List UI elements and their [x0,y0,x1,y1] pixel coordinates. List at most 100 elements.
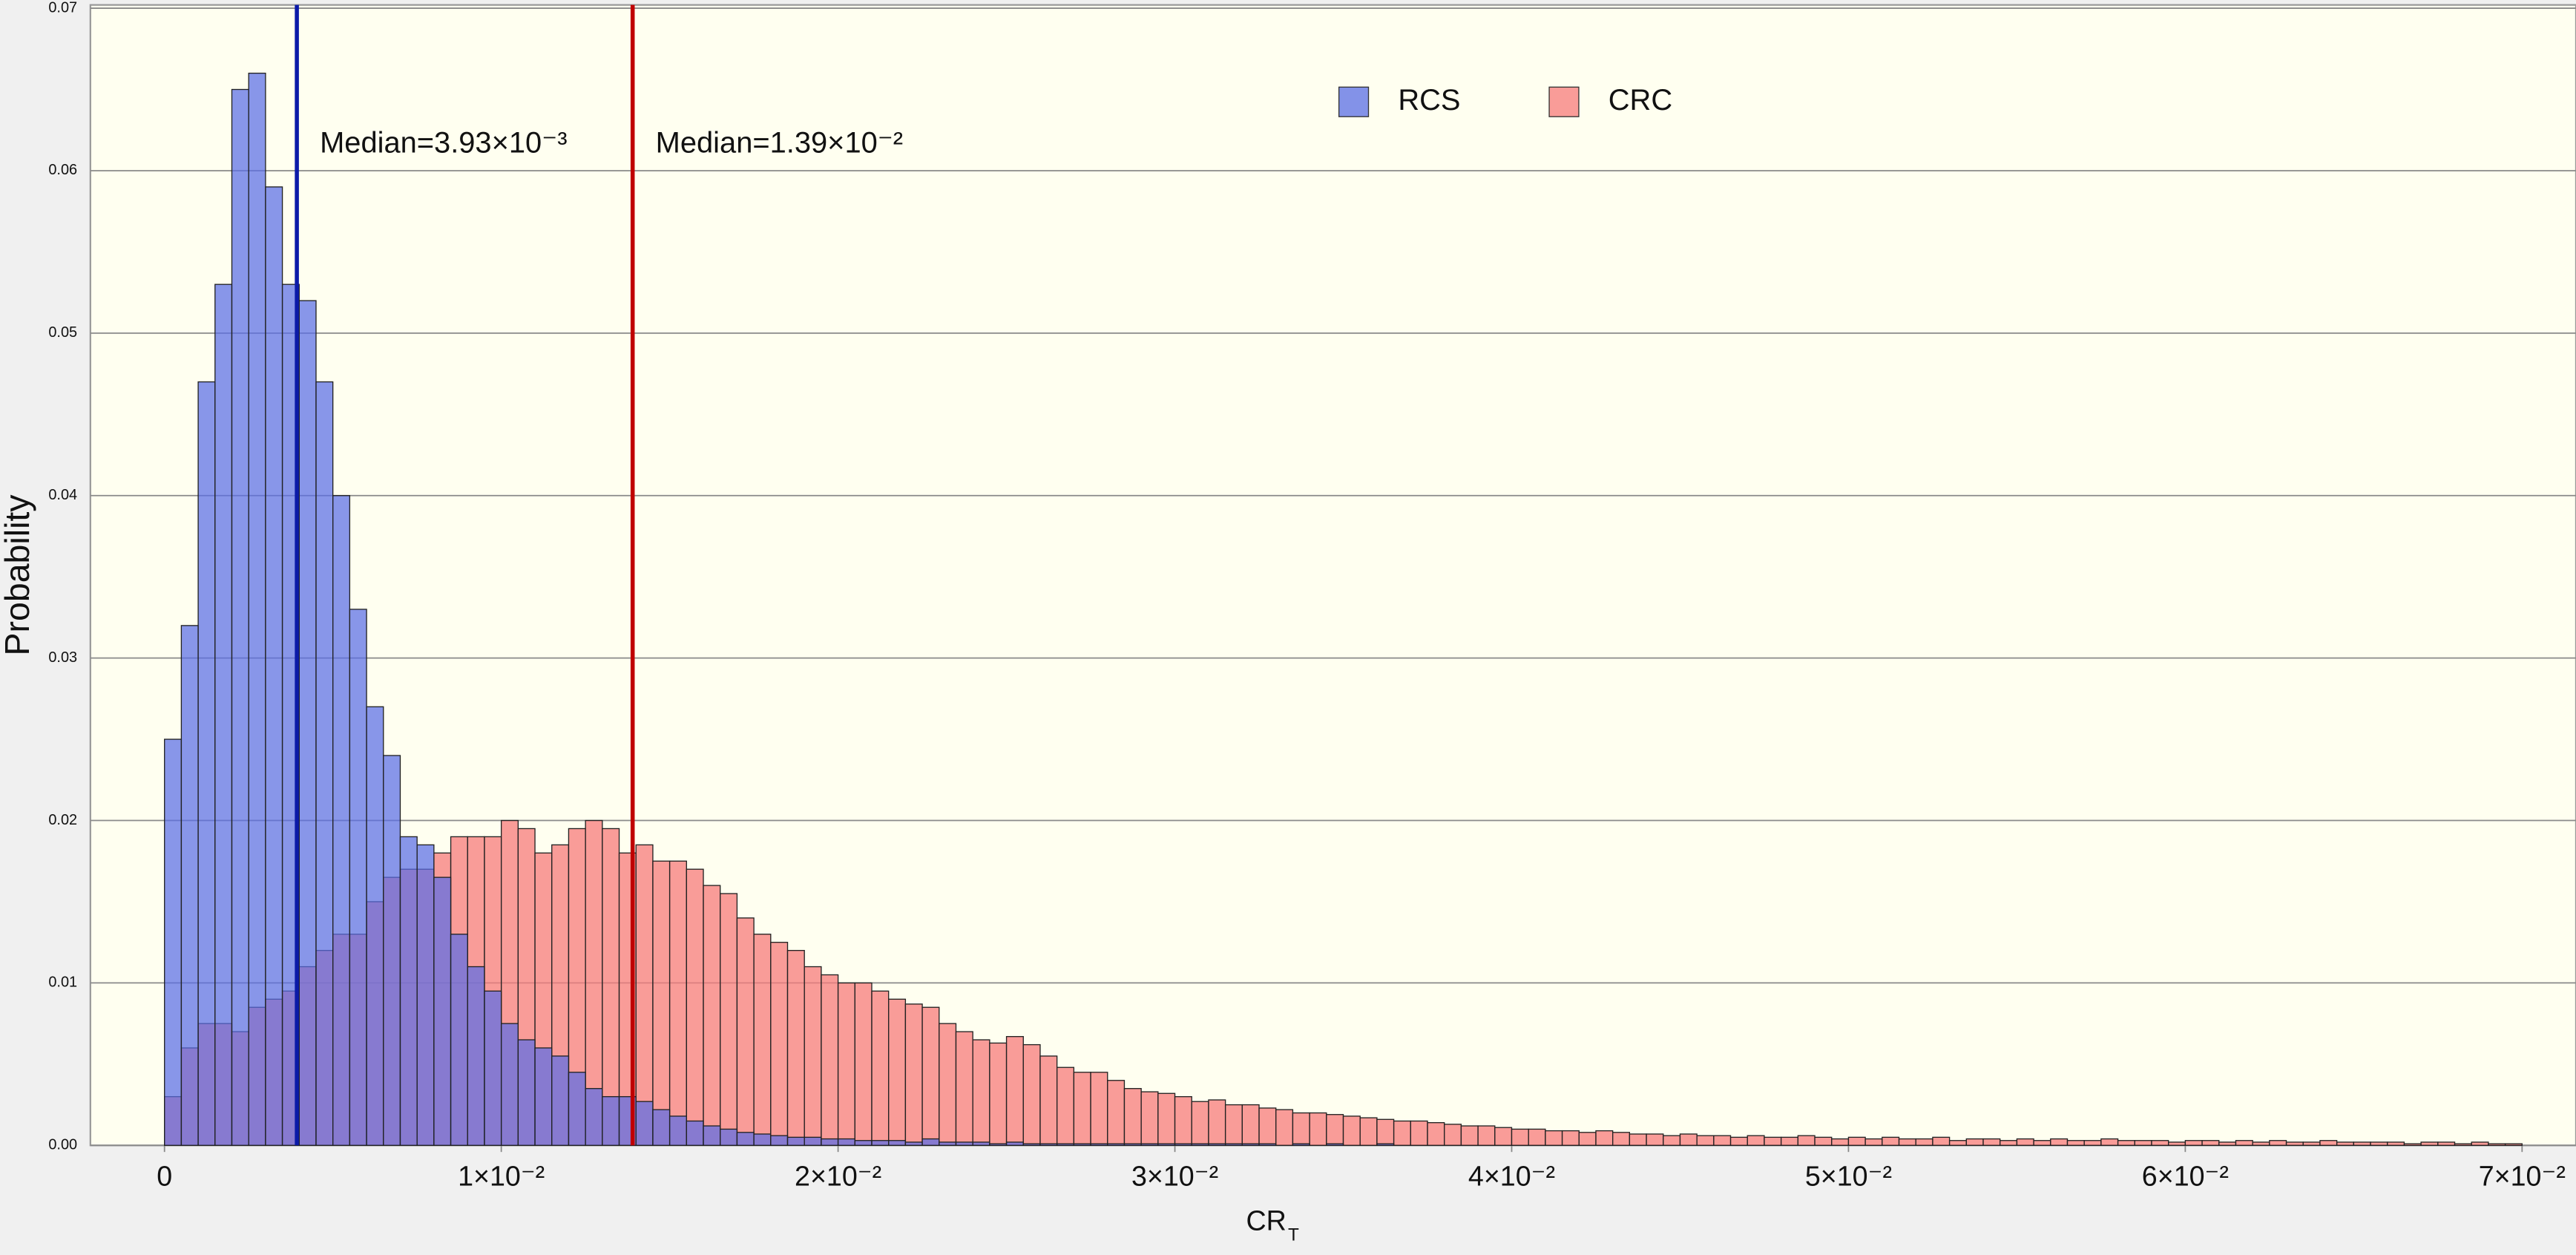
histogram-bar [1831,1138,1850,1146]
histogram-bar [2285,1141,2304,1146]
histogram-bar [2252,1141,2270,1146]
histogram-bar [921,1138,940,1146]
histogram-bar [871,1140,890,1146]
histogram-bar [1224,1143,1243,1146]
histogram-bar [1915,1138,1933,1146]
histogram-bar [164,738,183,1146]
histogram-bar [1292,1112,1310,1146]
histogram-bar [770,942,789,1146]
histogram-bar [1595,1130,1614,1146]
histogram-bar [383,755,401,1146]
histogram-bar [1629,1133,1647,1146]
histogram-bar [2151,1140,2169,1146]
histogram-bar [1747,1135,1765,1146]
x-tick-label: 0 [157,1161,172,1192]
histogram-bar [989,1042,1008,1146]
histogram-bar [972,1039,990,1146]
histogram-bar [2387,1141,2405,1146]
histogram-bar [1309,1112,1327,1146]
histogram-bar [2488,1143,2506,1146]
histogram-bar [1191,1143,1209,1146]
histogram-bar [1039,1143,1058,1146]
y-tick-label: 0.00 [48,1137,77,1153]
histogram-bar [1191,1101,1209,1146]
histogram-bar [1393,1120,1411,1146]
histogram-bar [1948,1140,1967,1146]
histogram-bar [2437,1141,2456,1146]
histogram-bar [972,1141,990,1146]
histogram-bar [1123,1143,1142,1146]
histogram-bar [989,1143,1008,1146]
histogram-bar [1376,1143,1395,1146]
histogram-bar [2235,1140,2253,1146]
histogram-bar [635,1101,654,1146]
histogram-bar [2269,1140,2287,1146]
y-tick-label: 0.05 [48,324,77,341]
histogram-bar [1224,1104,1243,1146]
histogram-bar [821,974,839,1146]
y-tick-label: 0.06 [48,162,77,178]
histogram-bar [955,1031,973,1146]
histogram-bar [1982,1138,2001,1146]
histogram-bar [2000,1140,2018,1146]
histogram-bar [2218,1141,2237,1146]
y-tick-label: 0.02 [48,812,77,828]
histogram-bar [602,1095,620,1146]
histogram-bar [231,88,249,1146]
histogram-bar [1696,1135,1715,1146]
histogram-bar [2504,1143,2523,1146]
histogram-bar [1056,1066,1075,1146]
legend-label: RCS [1398,84,1460,117]
x-tick-label: 3×10⁻² [1131,1161,1218,1192]
histogram-bar [1140,1143,1159,1146]
histogram-bar [871,990,890,1146]
histogram-bar [854,982,873,1146]
histogram-bar [180,625,199,1146]
histogram-bar [2302,1141,2321,1146]
x-axis-label: CR [1246,1205,1286,1236]
histogram-bar [1444,1124,1462,1146]
histogram-bar [1932,1136,1951,1146]
histogram-bar [500,1023,519,1146]
y-tick-label: 0.01 [48,974,77,991]
histogram-bar [1208,1099,1226,1146]
histogram-bar [703,1125,721,1146]
histogram-bar [2134,1140,2152,1146]
histogram-bar [888,1140,907,1146]
histogram-bar [298,300,317,1146]
histogram-bar [450,934,468,1146]
histogram-bar [2100,1138,2119,1146]
histogram-bar [753,934,772,1146]
y-axis-label: Probability [0,494,36,656]
histogram-bar [2336,1141,2355,1146]
histogram-bar [1814,1136,1833,1146]
histogram-bar [2471,1141,2489,1146]
histogram-bar [1612,1132,1631,1146]
histogram-bar [939,1023,957,1146]
y-tick-label: 0.04 [48,487,77,503]
histogram-bar [1107,1143,1126,1146]
histogram-bar [1022,1143,1041,1146]
histogram-bar [1241,1143,1260,1146]
histogram-bar [1847,1136,1866,1146]
histogram-bar [1326,1114,1344,1146]
histogram-bar [921,1006,940,1146]
histogram-bar [467,966,485,1146]
histogram-bar [668,860,687,1146]
histogram-bar [1056,1143,1075,1146]
histogram-bar [568,1072,586,1146]
histogram-bar [837,1138,855,1146]
histogram-bar [1275,1109,1294,1146]
histogram-bar [652,1109,671,1146]
histogram-bar [1292,1143,1310,1146]
histogram-bar [1679,1133,1698,1146]
histogram-bar [753,1133,772,1146]
histogram-bar [534,1047,553,1146]
histogram-bar [399,836,418,1146]
histogram-bar [1797,1135,1816,1146]
histogram-bar [433,876,452,1146]
median-label: Median=1.39×10⁻² [656,126,903,159]
histogram-bar [2420,1141,2439,1146]
histogram-bar [585,1088,603,1146]
